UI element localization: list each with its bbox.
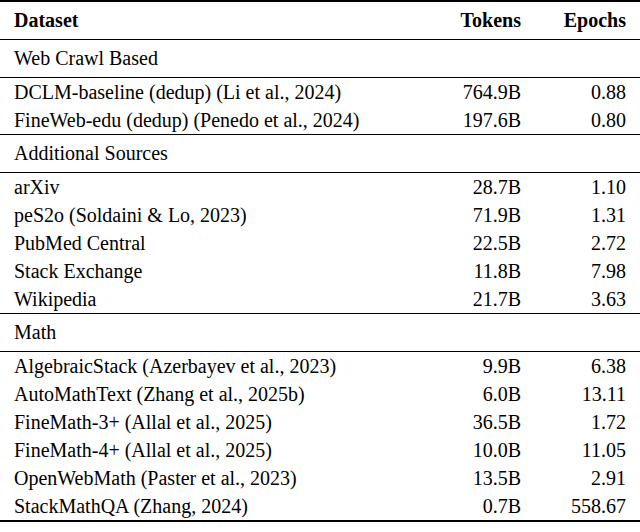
epochs-cell: 3.63 (521, 285, 640, 314)
dataset-cell: FineWeb-edu (dedup) (Penedo et al., 2024… (0, 106, 436, 135)
dataset-cell: OpenWebMath (Paster et al., 2023) (0, 464, 436, 492)
table-row: FineWeb-edu (dedup) (Penedo et al., 2024… (0, 106, 640, 135)
dataset-mixture-table: Dataset Tokens Epochs Web Crawl Based DC… (0, 0, 640, 522)
tokens-cell: 71.9B (436, 201, 521, 229)
section-row-math: Math (0, 313, 640, 351)
table-row: PubMed Central 22.5B 2.72 (0, 229, 640, 257)
table-row: peS2o (Soldaini & Lo, 2023) 71.9B 1.31 (0, 201, 640, 229)
epochs-cell: 7.98 (521, 257, 640, 285)
table-row: OpenWebMath (Paster et al., 2023) 13.5B … (0, 464, 640, 492)
dataset-cell: AutoMathText (Zhang et al., 2025b) (0, 380, 436, 408)
column-header-epochs: Epochs (521, 1, 640, 39)
epochs-cell: 0.80 (521, 106, 640, 135)
tokens-cell: 0.7B (436, 492, 521, 521)
epochs-cell: 11.05 (521, 436, 640, 464)
section-label: Web Crawl Based (0, 39, 640, 77)
epochs-cell: 558.67 (521, 492, 640, 521)
table-row: AutoMathText (Zhang et al., 2025b) 6.0B … (0, 380, 640, 408)
table-row: FineMath-4+ (Allal et al., 2025) 10.0B 1… (0, 436, 640, 464)
tokens-cell: 28.7B (436, 172, 521, 201)
tokens-cell: 764.9B (436, 77, 521, 106)
table-row: Stack Exchange 11.8B 7.98 (0, 257, 640, 285)
section-label: Math (0, 313, 640, 351)
epochs-cell: 1.10 (521, 172, 640, 201)
tokens-cell: 9.9B (436, 351, 521, 380)
section-label: Additional Sources (0, 134, 640, 172)
epochs-cell: 13.11 (521, 380, 640, 408)
tokens-cell: 13.5B (436, 464, 521, 492)
tokens-cell: 11.8B (436, 257, 521, 285)
paper-page: Dataset Tokens Epochs Web Crawl Based DC… (0, 0, 640, 532)
tokens-cell: 22.5B (436, 229, 521, 257)
section-row-additional-sources: Additional Sources (0, 134, 640, 172)
dataset-cell: PubMed Central (0, 229, 436, 257)
section-row-web-crawl-based: Web Crawl Based (0, 39, 640, 77)
table-header-row: Dataset Tokens Epochs (0, 1, 640, 39)
table-row: Wikipedia 21.7B 3.63 (0, 285, 640, 314)
table-row: FineMath-3+ (Allal et al., 2025) 36.5B 1… (0, 408, 640, 436)
tokens-cell: 10.0B (436, 436, 521, 464)
dataset-cell: Wikipedia (0, 285, 436, 314)
table-row: arXiv 28.7B 1.10 (0, 172, 640, 201)
dataset-cell: AlgebraicStack (Azerbayev et al., 2023) (0, 351, 436, 380)
column-header-dataset: Dataset (0, 1, 436, 39)
dataset-cell: DCLM-baseline (dedup) (Li et al., 2024) (0, 77, 436, 106)
table-row: StackMathQA (Zhang, 2024) 0.7B 558.67 (0, 492, 640, 521)
table-row: DCLM-baseline (dedup) (Li et al., 2024) … (0, 77, 640, 106)
dataset-cell: arXiv (0, 172, 436, 201)
table-row: AlgebraicStack (Azerbayev et al., 2023) … (0, 351, 640, 380)
epochs-cell: 1.31 (521, 201, 640, 229)
epochs-cell: 2.72 (521, 229, 640, 257)
tokens-cell: 6.0B (436, 380, 521, 408)
dataset-cell: Stack Exchange (0, 257, 436, 285)
tokens-cell: 36.5B (436, 408, 521, 436)
epochs-cell: 0.88 (521, 77, 640, 106)
epochs-cell: 6.38 (521, 351, 640, 380)
epochs-cell: 1.72 (521, 408, 640, 436)
dataset-cell: FineMath-4+ (Allal et al., 2025) (0, 436, 436, 464)
dataset-cell: peS2o (Soldaini & Lo, 2023) (0, 201, 436, 229)
column-header-tokens: Tokens (436, 1, 521, 39)
dataset-cell: FineMath-3+ (Allal et al., 2025) (0, 408, 436, 436)
tokens-cell: 21.7B (436, 285, 521, 314)
tokens-cell: 197.6B (436, 106, 521, 135)
epochs-cell: 2.91 (521, 464, 640, 492)
dataset-cell: StackMathQA (Zhang, 2024) (0, 492, 436, 521)
